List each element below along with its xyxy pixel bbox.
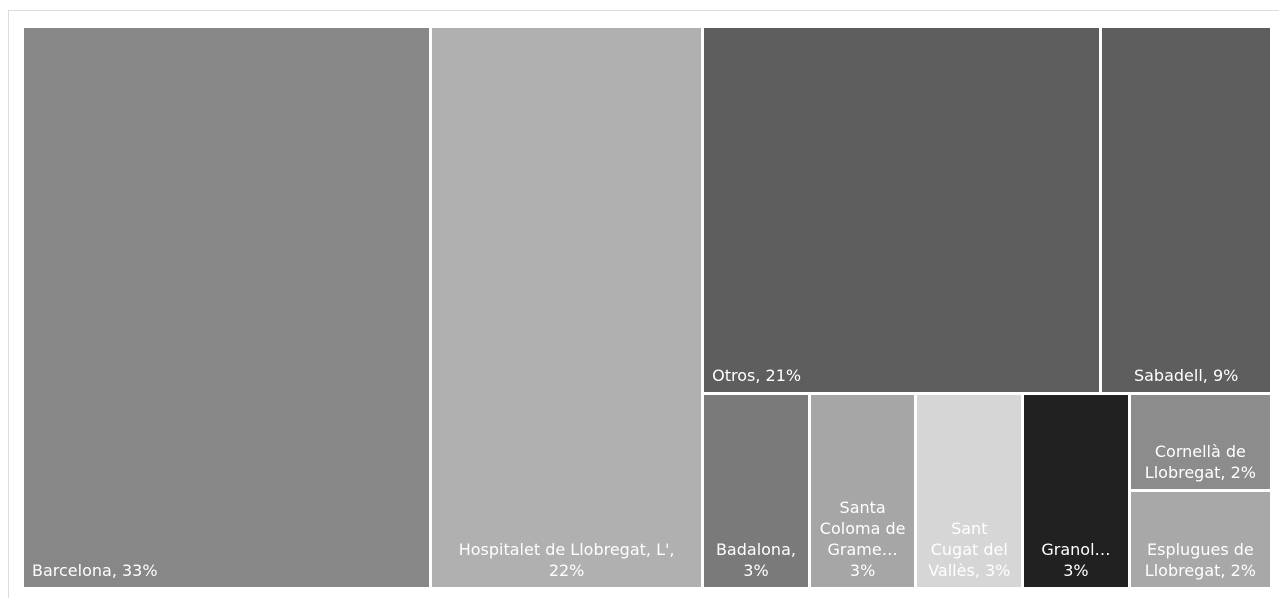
tile-label: Sant Cugat del Vallès, 3%	[928, 518, 1011, 580]
tile-label: Barcelona, 33%	[32, 561, 158, 580]
tile: Cornellà de Llobregat, 2%	[1130, 394, 1270, 490]
tile: Santa Coloma de Grame… 3%	[810, 394, 915, 587]
tile-label: Badalona, 3%	[715, 539, 796, 580]
tile-label: Otros, 21%	[712, 365, 802, 385]
tile-label: Granol… 3%	[1041, 539, 1111, 580]
tile: Barcelona, 33%	[24, 28, 430, 587]
tile-label: Hospitalet de Llobregat, L', 22%	[458, 540, 675, 580]
tile-label: Esplugues de Llobregat, 2%	[1144, 539, 1256, 580]
tile: Otros, 21%	[704, 28, 1100, 392]
tile-label: Sabadell, 9%	[1133, 365, 1239, 385]
tile: Sabadell, 9%	[1102, 28, 1270, 392]
tile: Granol… 3%	[1024, 394, 1128, 587]
tile: Hospitalet de Llobregat, L', 22%	[432, 28, 702, 587]
tile-label: Santa Coloma de Grame… 3%	[819, 497, 906, 580]
tile: Esplugues de Llobregat, 2%	[1130, 492, 1270, 587]
tile-label: Cornellà de Llobregat, 2%	[1144, 442, 1256, 483]
tile: Badalona, 3%	[704, 394, 808, 587]
tile: Sant Cugat del Vallès, 3%	[917, 394, 1022, 587]
chart-frame	[8, 10, 1279, 598]
